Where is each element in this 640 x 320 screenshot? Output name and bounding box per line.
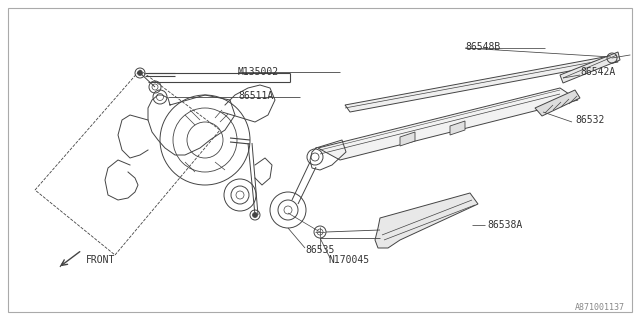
Text: 86511A: 86511A: [238, 91, 273, 101]
Text: 86538A: 86538A: [487, 220, 522, 230]
Text: 86535: 86535: [305, 245, 334, 255]
Text: FRONT: FRONT: [86, 255, 115, 265]
Polygon shape: [318, 88, 578, 160]
Polygon shape: [345, 55, 618, 112]
Text: A871001137: A871001137: [575, 303, 625, 313]
Polygon shape: [400, 132, 415, 146]
Polygon shape: [375, 193, 478, 248]
Polygon shape: [535, 90, 580, 116]
Polygon shape: [450, 121, 465, 135]
Text: N170045: N170045: [328, 255, 369, 265]
Text: 86532: 86532: [575, 115, 604, 125]
Text: 86542A: 86542A: [580, 67, 615, 77]
Text: M135002: M135002: [238, 67, 279, 77]
Polygon shape: [560, 52, 620, 83]
Text: 86548B: 86548B: [465, 42, 500, 52]
Circle shape: [138, 70, 143, 76]
Circle shape: [253, 212, 257, 218]
